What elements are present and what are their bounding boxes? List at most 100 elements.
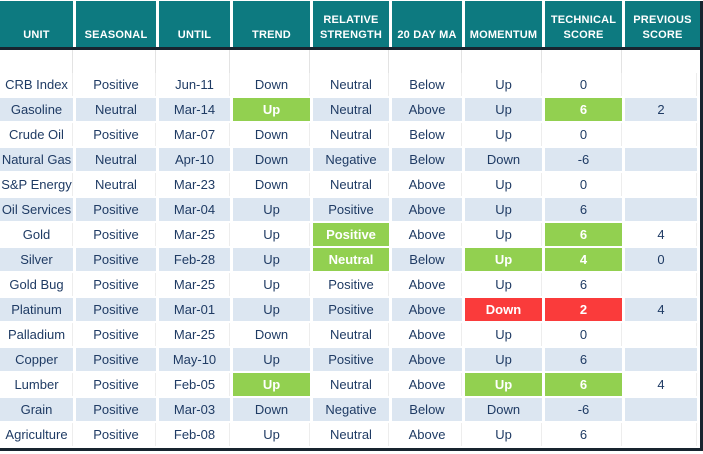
cell-crb-index-unit: CRB Index: [0, 73, 76, 98]
cell-gasoline-seasonal: Neutral: [76, 98, 159, 123]
cell-grain-until: Mar-03: [159, 398, 233, 423]
cell-platinum-trend: Up: [233, 298, 313, 323]
spacer-cell: [545, 50, 625, 73]
cell-copper-previous-score: [625, 348, 700, 373]
cell-platinum-relative-strength: Positive: [313, 298, 392, 323]
cell-platinum-seasonal: Positive: [76, 298, 159, 323]
spacer-cell: [0, 50, 76, 73]
cell-platinum-momentum: Down: [465, 298, 545, 323]
cell-copper-seasonal: Positive: [76, 348, 159, 373]
cell-crb-index-trend: Down: [233, 73, 313, 98]
cell-crude-oil-trend: Down: [233, 123, 313, 148]
cell-silver-unit: Silver: [0, 248, 76, 273]
cell-grain-trend: Down: [233, 398, 313, 423]
cell-gasoline-trend: Up: [233, 98, 313, 123]
cell-platinum-unit: Platinum: [0, 298, 76, 323]
cell-grain-technical-score: -6: [545, 398, 625, 423]
cell-crb-index-20-day-ma: Below: [392, 73, 465, 98]
column-header-seasonal: SEASONAL: [76, 1, 159, 47]
cell-platinum-previous-score: 4: [625, 298, 700, 323]
spacer-cell: [625, 50, 700, 73]
cell-natural-gas-trend: Down: [233, 148, 313, 173]
cell-copper-momentum: Up: [465, 348, 545, 373]
cell-grain-seasonal: Positive: [76, 398, 159, 423]
cell-lumber-20-day-ma: Above: [392, 373, 465, 398]
cell-lumber-unit: Lumber: [0, 373, 76, 398]
cell-agriculture-relative-strength: Neutral: [313, 423, 392, 448]
cell-s-p-energy-trend: Down: [233, 173, 313, 198]
cell-agriculture-previous-score: [625, 423, 700, 448]
cell-copper-until: May-10: [159, 348, 233, 373]
cell-crude-oil-relative-strength: Neutral: [313, 123, 392, 148]
spacer-cell: [392, 50, 465, 73]
cell-natural-gas-momentum: Down: [465, 148, 545, 173]
cell-palladium-trend: Down: [233, 323, 313, 348]
spacer-cell: [313, 50, 392, 73]
cell-lumber-relative-strength: Neutral: [313, 373, 392, 398]
cell-silver-momentum: Up: [465, 248, 545, 273]
cell-crude-oil-until: Mar-07: [159, 123, 233, 148]
cell-silver-20-day-ma: Below: [392, 248, 465, 273]
cell-natural-gas-previous-score: [625, 148, 700, 173]
cell-gasoline-unit: Gasoline: [0, 98, 76, 123]
spacer-cell: [465, 50, 545, 73]
cell-gasoline-previous-score: 2: [625, 98, 700, 123]
cell-palladium-seasonal: Positive: [76, 323, 159, 348]
column-header-technical-score: TECHNICAL SCORE: [545, 1, 625, 47]
cell-palladium-until: Mar-25: [159, 323, 233, 348]
cell-agriculture-technical-score: 6: [545, 423, 625, 448]
cell-agriculture-until: Feb-08: [159, 423, 233, 448]
cell-crude-oil-seasonal: Positive: [76, 123, 159, 148]
cell-gasoline-momentum: Up: [465, 98, 545, 123]
spacer-cell: [76, 50, 159, 73]
cell-crude-oil-momentum: Up: [465, 123, 545, 148]
cell-s-p-energy-previous-score: [625, 173, 700, 198]
cell-gold-trend: Up: [233, 223, 313, 248]
cell-natural-gas-technical-score: -6: [545, 148, 625, 173]
cell-oil-services-20-day-ma: Above: [392, 198, 465, 223]
cell-s-p-energy-seasonal: Neutral: [76, 173, 159, 198]
cell-oil-services-seasonal: Positive: [76, 198, 159, 223]
cell-grain-momentum: Down: [465, 398, 545, 423]
cell-grain-20-day-ma: Below: [392, 398, 465, 423]
cell-copper-technical-score: 6: [545, 348, 625, 373]
cell-s-p-energy-relative-strength: Neutral: [313, 173, 392, 198]
cell-palladium-technical-score: 0: [545, 323, 625, 348]
cell-agriculture-unit: Agriculture: [0, 423, 76, 448]
cell-grain-unit: Grain: [0, 398, 76, 423]
cell-oil-services-trend: Up: [233, 198, 313, 223]
cell-oil-services-unit: Oil Services: [0, 198, 76, 223]
cell-gasoline-relative-strength: Neutral: [313, 98, 392, 123]
cell-silver-technical-score: 4: [545, 248, 625, 273]
cell-crb-index-previous-score: [625, 73, 700, 98]
cell-gasoline-technical-score: 6: [545, 98, 625, 123]
cell-oil-services-until: Mar-04: [159, 198, 233, 223]
cell-platinum-technical-score: 2: [545, 298, 625, 323]
cell-oil-services-technical-score: 6: [545, 198, 625, 223]
column-header-until: UNTIL: [159, 1, 233, 47]
cell-gold-seasonal: Positive: [76, 223, 159, 248]
cell-gold-bug-unit: Gold Bug: [0, 273, 76, 298]
cell-silver-relative-strength: Neutral: [313, 248, 392, 273]
cell-agriculture-trend: Up: [233, 423, 313, 448]
cell-silver-seasonal: Positive: [76, 248, 159, 273]
cell-crb-index-until: Jun-11: [159, 73, 233, 98]
cell-gold-bug-previous-score: [625, 273, 700, 298]
cell-lumber-technical-score: 6: [545, 373, 625, 398]
column-header-momentum: MOMENTUM: [465, 1, 545, 47]
cell-silver-trend: Up: [233, 248, 313, 273]
cell-lumber-momentum: Up: [465, 373, 545, 398]
cell-grain-previous-score: [625, 398, 700, 423]
cell-gold-bug-momentum: Up: [465, 273, 545, 298]
column-header-previous-score: PREVIOUS SCORE: [625, 1, 700, 47]
cell-gold-bug-until: Mar-25: [159, 273, 233, 298]
header-divider: [0, 47, 700, 50]
cell-palladium-previous-score: [625, 323, 700, 348]
cell-gold-bug-technical-score: 6: [545, 273, 625, 298]
cell-copper-20-day-ma: Above: [392, 348, 465, 373]
column-header-20-day-ma: 20 DAY MA: [392, 1, 465, 47]
cell-crude-oil-unit: Crude Oil: [0, 123, 76, 148]
cell-gold-until: Mar-25: [159, 223, 233, 248]
